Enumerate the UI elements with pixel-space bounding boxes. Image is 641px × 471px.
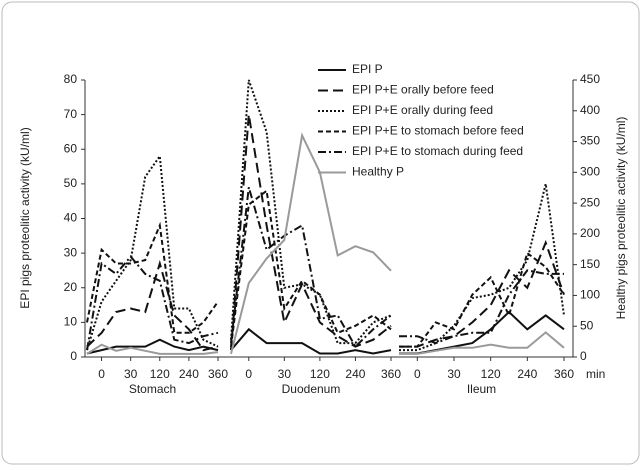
x-tick-label: 30	[447, 367, 461, 381]
x-tick-label: 240	[345, 367, 365, 381]
y2-tick-label: 0	[580, 349, 587, 363]
x-tick-label: 120	[150, 367, 170, 381]
group-label: Stomach	[129, 382, 176, 396]
y2-tick-label: 200	[580, 226, 600, 240]
y-tick-label: 60	[64, 141, 78, 155]
x-unit: min	[586, 367, 605, 381]
y-tick-label: 50	[64, 176, 78, 190]
group-label: Ileum	[467, 382, 496, 396]
y-tick-label: 30	[64, 245, 78, 259]
y2-tick-label: 350	[580, 134, 600, 148]
x-tick-label: 0	[245, 367, 252, 381]
y2-tick-label: 50	[580, 318, 594, 332]
legend-label: EPI P+E to stomach before feed	[352, 124, 524, 138]
y2-tick-label: 100	[580, 288, 600, 302]
x-tick-label: 0	[98, 367, 105, 381]
y-tick-label: 70	[64, 107, 78, 121]
x-tick-label: 0	[414, 367, 421, 381]
x-tick-label: 360	[381, 367, 401, 381]
series-line	[86, 114, 565, 352]
group-label: Duodenum	[282, 382, 341, 396]
y2-tick-label: 400	[580, 103, 600, 117]
x-tick-label: 240	[517, 367, 537, 381]
y-tick-label: 10	[64, 315, 78, 329]
series-line	[86, 187, 564, 351]
legend-label: EPI P+E orally during feed	[352, 103, 493, 117]
legend-label: EPI P	[352, 62, 383, 76]
series-line	[86, 79, 565, 352]
series-line	[86, 188, 565, 348]
series-line	[86, 310, 565, 355]
x-tick-label: 30	[278, 367, 292, 381]
x-tick-label: 360	[208, 367, 228, 381]
series-line	[86, 132, 565, 355]
x-tick-label: 120	[310, 367, 330, 381]
x-tick-label: 30	[124, 367, 138, 381]
y-tick-label: 0	[70, 349, 77, 363]
legend-label: EPI P+E orally before feed	[352, 83, 494, 97]
y2-tick-label: 450	[580, 72, 600, 86]
legend-label: Healthy P	[352, 165, 404, 179]
y2-tick-label: 250	[580, 195, 600, 209]
x-tick-label: 240	[179, 367, 199, 381]
y-tick-label: 40	[64, 211, 78, 225]
y-tick-label: 80	[64, 72, 78, 86]
x-tick-label: 120	[481, 367, 501, 381]
y2-tick-label: 300	[580, 165, 600, 179]
y2-axis-label: Healthy pigs proteolitic activity (kU/ml…	[614, 117, 628, 320]
y-tick-label: 20	[64, 280, 78, 294]
x-tick-label: 360	[554, 367, 574, 381]
legend-label: EPI P+E to stomach during feed	[352, 144, 523, 158]
y2-tick-label: 150	[580, 257, 600, 271]
y-axis-label: EPI pigs proteolitic activity (kU/ml)	[18, 127, 32, 308]
